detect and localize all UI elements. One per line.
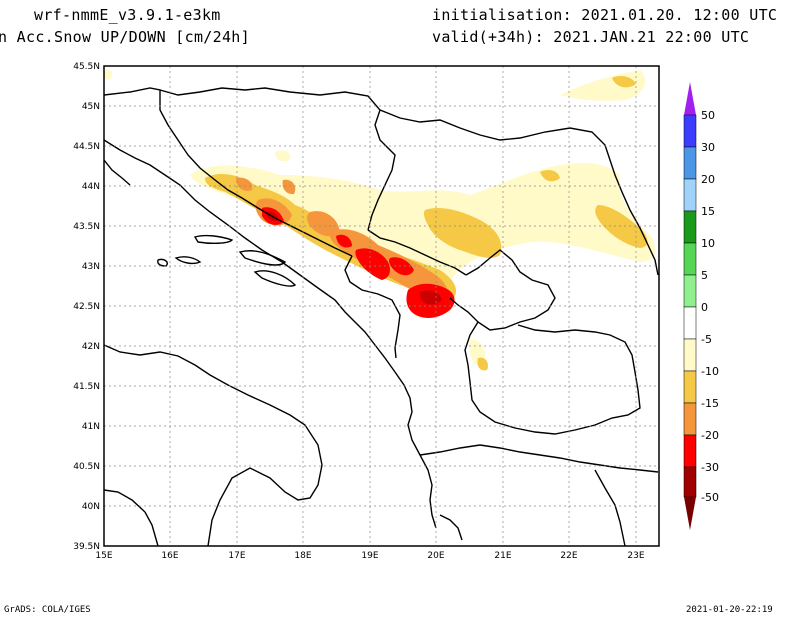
colorbar-cell bbox=[683, 338, 697, 372]
lon-tick: 23E bbox=[627, 551, 644, 561]
lon-tick: 15E bbox=[95, 551, 112, 561]
lat-tick: 44.5N bbox=[73, 142, 100, 152]
colorbar-label: 30 bbox=[701, 141, 715, 154]
lat-tick: 40.5N bbox=[73, 462, 100, 472]
colorbar-label: 50 bbox=[701, 109, 715, 122]
lat-tick: 39.5N bbox=[73, 542, 100, 552]
colorbar-cell bbox=[683, 210, 697, 244]
lon-tick: 21E bbox=[494, 551, 511, 561]
valid-time: valid(+34h): 2021.JAN.21 22:00 UTC bbox=[432, 28, 750, 46]
colorbar-cell bbox=[683, 146, 697, 180]
colorbar-cell bbox=[683, 242, 697, 276]
grads-credit: GrADS: COLA/IGES bbox=[4, 605, 91, 615]
colorbar-label: 10 bbox=[701, 237, 715, 250]
colorbar-top-arrow bbox=[684, 82, 696, 115]
lon-tick: 20E bbox=[427, 551, 444, 561]
colorbar-bottom-arrow bbox=[684, 497, 696, 530]
lat-tick: 42N bbox=[82, 342, 100, 352]
colorbar-cell bbox=[683, 306, 697, 340]
colorbar-cell bbox=[683, 114, 697, 148]
colorbar-label: -10 bbox=[701, 365, 719, 378]
colorbar-cell bbox=[683, 402, 697, 436]
model-title: wrf-nmmE_v3.9.1-e3km bbox=[34, 6, 221, 24]
colorbar: 50 30 20 15 10 5 0 -5 -10 -15 -20 -30 -5… bbox=[683, 82, 719, 530]
colorbar-label: -5 bbox=[701, 333, 712, 346]
lat-tick: 42.5N bbox=[73, 302, 100, 312]
init-time: initialisation: 2021.01.20. 12:00 UTC bbox=[432, 6, 778, 24]
lat-axis: 45.5N 45N 44.5N 44N 43.5N 43N 42.5N 42N … bbox=[73, 62, 100, 552]
lat-tick: 45.5N bbox=[73, 62, 100, 72]
coastlines-borders bbox=[103, 87, 659, 547]
colorbar-cell bbox=[683, 274, 697, 308]
lat-tick: 40N bbox=[82, 502, 100, 512]
colorbar-cell bbox=[683, 466, 697, 498]
colorbar-label: 15 bbox=[701, 205, 715, 218]
lat-tick: 43N bbox=[82, 262, 100, 272]
lat-tick: 44N bbox=[82, 182, 100, 192]
map-frame bbox=[103, 65, 660, 547]
map-panel bbox=[103, 65, 660, 547]
lat-tick: 45N bbox=[82, 102, 100, 112]
lon-tick: 18E bbox=[294, 551, 311, 561]
lon-tick: 22E bbox=[560, 551, 577, 561]
colorbar-label: 0 bbox=[701, 301, 708, 314]
map-grid bbox=[104, 66, 659, 546]
lon-tick: 16E bbox=[161, 551, 178, 561]
colorbar-label: -20 bbox=[701, 429, 719, 442]
render-timestamp: 2021-01-20-22:19 bbox=[686, 605, 773, 615]
lon-tick: 19E bbox=[361, 551, 378, 561]
lat-tick: 41N bbox=[82, 422, 100, 432]
lon-axis: 15E 16E 17E 18E 19E 20E 21E 22E 23E bbox=[95, 551, 644, 561]
lat-tick: 41.5N bbox=[73, 382, 100, 392]
field-title: n Acc.Snow UP/DOWN [cm/24h] bbox=[0, 28, 250, 46]
colorbar-cell bbox=[683, 370, 697, 404]
colorbar-cell bbox=[683, 178, 697, 212]
colorbar-label: -50 bbox=[701, 491, 719, 504]
lat-tick: 43.5N bbox=[73, 222, 100, 232]
colorbar-label: 5 bbox=[701, 269, 708, 282]
lon-tick: 17E bbox=[228, 551, 245, 561]
colorbar-label: 20 bbox=[701, 173, 715, 186]
colorbar-label: -15 bbox=[701, 397, 719, 410]
colorbar-label: -30 bbox=[701, 461, 719, 474]
colorbar-cell bbox=[683, 434, 697, 468]
